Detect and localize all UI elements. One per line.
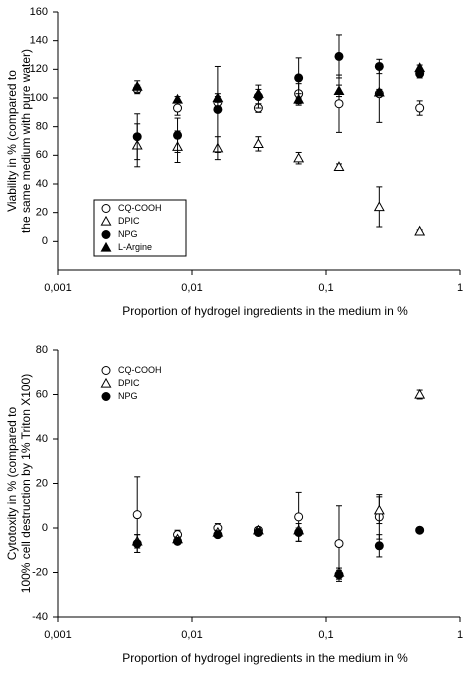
marker: [294, 73, 304, 83]
marker: [294, 527, 304, 537]
legend-label: DPIC: [118, 378, 140, 388]
marker: [415, 525, 425, 535]
x-tick-label: 0,001: [44, 282, 72, 294]
y-tick-label: -40: [32, 611, 48, 623]
marker: [172, 93, 183, 104]
marker: [173, 536, 183, 546]
x-tick-label: 0,1: [318, 282, 333, 294]
marker: [414, 62, 426, 73]
y-tick-label: 20: [36, 207, 48, 219]
marker: [373, 504, 385, 515]
marker: [334, 539, 344, 549]
y-tick-label: 80: [36, 344, 48, 356]
marker: [294, 512, 304, 522]
marker: [101, 230, 111, 239]
y-axis-label: Viability in % (compared to: [5, 70, 19, 212]
marker: [101, 366, 111, 375]
y-axis-label: the same medium with pure water): [19, 49, 33, 233]
y-tick-label: 160: [30, 6, 48, 18]
y-tick-label: -20: [32, 566, 48, 578]
y-tick-label: 40: [36, 178, 48, 190]
x-axis-label: Proportion of hydrogel ingredients in th…: [122, 651, 408, 665]
marker: [173, 130, 183, 140]
x-tick-label: 0,01: [181, 282, 202, 294]
x-tick-label: 0,01: [181, 629, 202, 641]
marker: [293, 152, 305, 163]
y-tick-label: 60: [36, 388, 48, 400]
marker: [100, 215, 112, 226]
y-tick-label: 100: [30, 92, 48, 104]
x-tick-label: 1: [457, 282, 463, 294]
legend-label: DPIC: [118, 216, 140, 226]
marker: [212, 92, 224, 103]
marker: [132, 539, 142, 549]
marker: [334, 570, 344, 580]
y-tick-label: 20: [36, 477, 48, 489]
marker: [415, 103, 425, 113]
x-tick-label: 1: [457, 629, 463, 641]
y-axis-label: Cytotoxity in % (compared to: [5, 406, 19, 560]
marker: [333, 85, 345, 96]
y-axis-label: 100% cell destruction by 1% Triton X100): [19, 374, 33, 593]
x-tick-label: 0,1: [318, 629, 333, 641]
marker: [334, 51, 344, 61]
marker: [374, 541, 384, 551]
marker: [333, 161, 345, 171]
marker: [334, 99, 344, 109]
marker: [100, 241, 112, 252]
marker: [253, 527, 263, 537]
marker: [213, 104, 223, 114]
marker: [173, 103, 183, 113]
marker: [132, 132, 142, 142]
y-tick-label: 140: [30, 35, 48, 47]
marker: [293, 93, 305, 104]
legend-label: NPG: [118, 229, 138, 239]
y-tick-label: 80: [36, 121, 48, 133]
marker: [373, 201, 385, 212]
y-tick-label: 120: [30, 63, 48, 75]
marker: [101, 204, 111, 213]
x-axis-label: Proportion of hydrogel ingredients in th…: [122, 304, 408, 318]
marker: [252, 138, 264, 149]
legend-label: CQ-COOH: [118, 203, 162, 213]
y-tick-label: 0: [42, 235, 48, 247]
legend-label: NPG: [118, 391, 138, 401]
marker: [101, 392, 111, 401]
y-tick-label: 0: [42, 522, 48, 534]
y-tick-label: 60: [36, 149, 48, 161]
marker: [373, 86, 385, 97]
marker: [252, 88, 264, 98]
legend-label: L-Argine: [118, 242, 152, 252]
legend-label: CQ-COOH: [118, 365, 162, 375]
y-tick-label: 40: [36, 433, 48, 445]
marker: [213, 530, 223, 540]
marker: [414, 225, 426, 236]
marker: [131, 80, 143, 91]
marker: [374, 61, 384, 71]
marker: [100, 377, 112, 388]
x-tick-label: 0,001: [44, 629, 72, 641]
marker: [132, 510, 142, 520]
marker: [414, 388, 426, 399]
